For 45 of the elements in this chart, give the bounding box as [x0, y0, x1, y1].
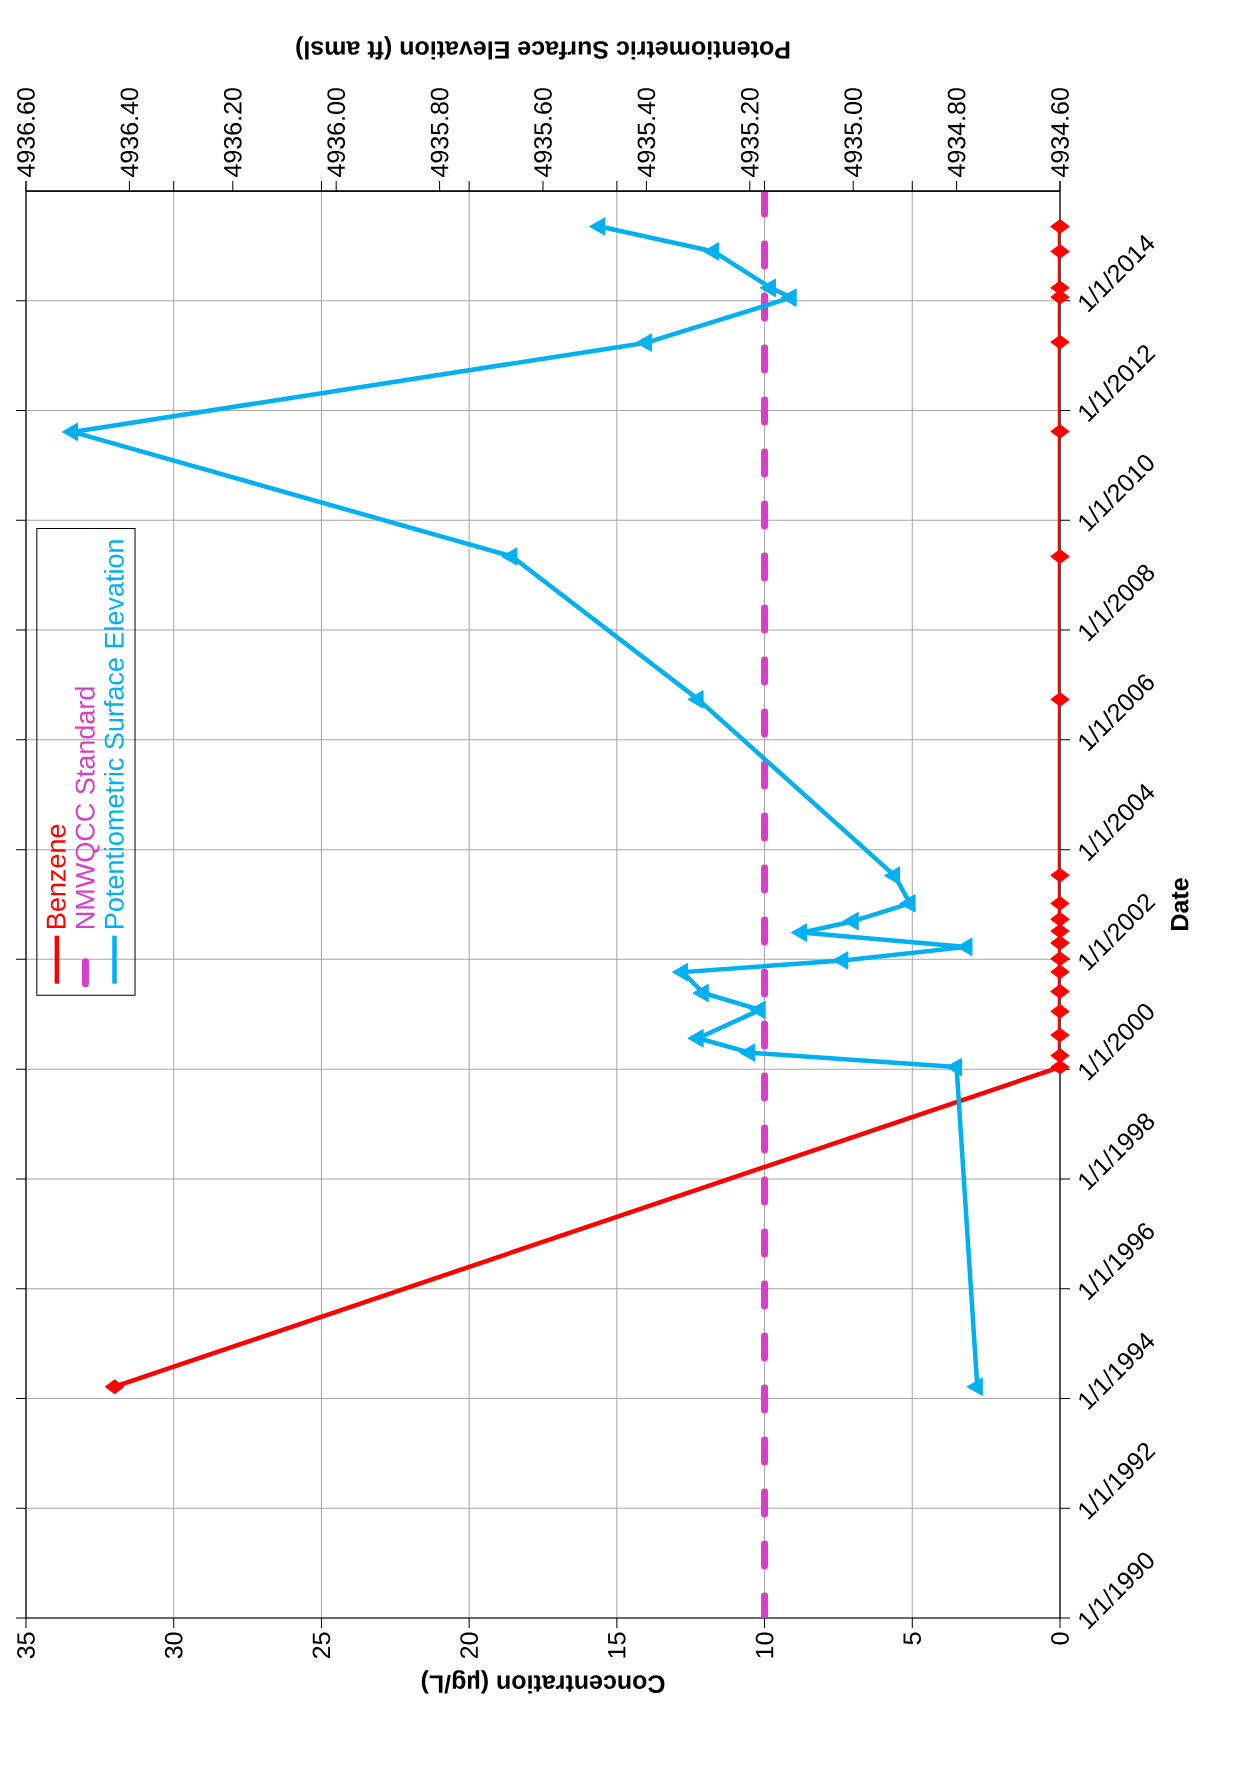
x2-tick-label: 4935.60 [534, 88, 552, 177]
point [672, 962, 689, 982]
y-axis-title: Date [1171, 878, 1189, 930]
text: NMWQCC Standard [74, 687, 100, 928]
point [703, 242, 720, 261]
x2-tick-label: 4935.40 [637, 88, 656, 177]
x-tick-label: 15 [608, 1632, 626, 1658]
x2-axis-title: Potentiometric Surface Elevation (ft amsl) [296, 36, 790, 60]
point [884, 866, 901, 885]
point [899, 894, 916, 913]
point [739, 1043, 756, 1062]
x2-tick-label: 4936.40 [120, 88, 139, 177]
point [687, 1029, 704, 1048]
point [62, 422, 79, 442]
x-tick-label: 20 [460, 1632, 478, 1659]
x2-tick-label: 4936.20 [223, 88, 242, 177]
x2-tick-label: 4935.20 [740, 88, 759, 177]
x2-tick-label: 4934.80 [947, 88, 966, 177]
text: Potentiometric Surface Elevation [103, 540, 124, 928]
point [749, 1000, 766, 1020]
x-tick-label: 35 [17, 1632, 35, 1659]
point [790, 923, 807, 942]
x-axis-title: Concentration (µg/L) [421, 1670, 665, 1694]
point [832, 951, 849, 970]
x-tick-label: 30 [164, 1632, 183, 1659]
x-tick-label: 5 [903, 1632, 922, 1645]
x2-tick-label: 4935.80 [430, 88, 449, 177]
point [501, 547, 518, 566]
point [687, 690, 704, 709]
point [759, 278, 776, 297]
x2-tick-label: 4936.00 [327, 88, 346, 177]
point [635, 333, 652, 352]
x2-tick-label: 4935.00 [844, 88, 863, 177]
x-tick-label: 0 [1051, 1632, 1069, 1645]
point [966, 1377, 983, 1396]
text: Benzene [46, 824, 66, 928]
point [780, 288, 797, 307]
point [946, 1057, 963, 1077]
x-tick-label: 10 [755, 1632, 774, 1658]
x2-tick-label: 4934.60 [1051, 88, 1069, 177]
point [692, 983, 709, 1003]
point [589, 217, 606, 236]
x-tick-label: 25 [312, 1632, 331, 1659]
point [842, 912, 859, 931]
x2-tick-label: 4936.60 [17, 88, 35, 177]
